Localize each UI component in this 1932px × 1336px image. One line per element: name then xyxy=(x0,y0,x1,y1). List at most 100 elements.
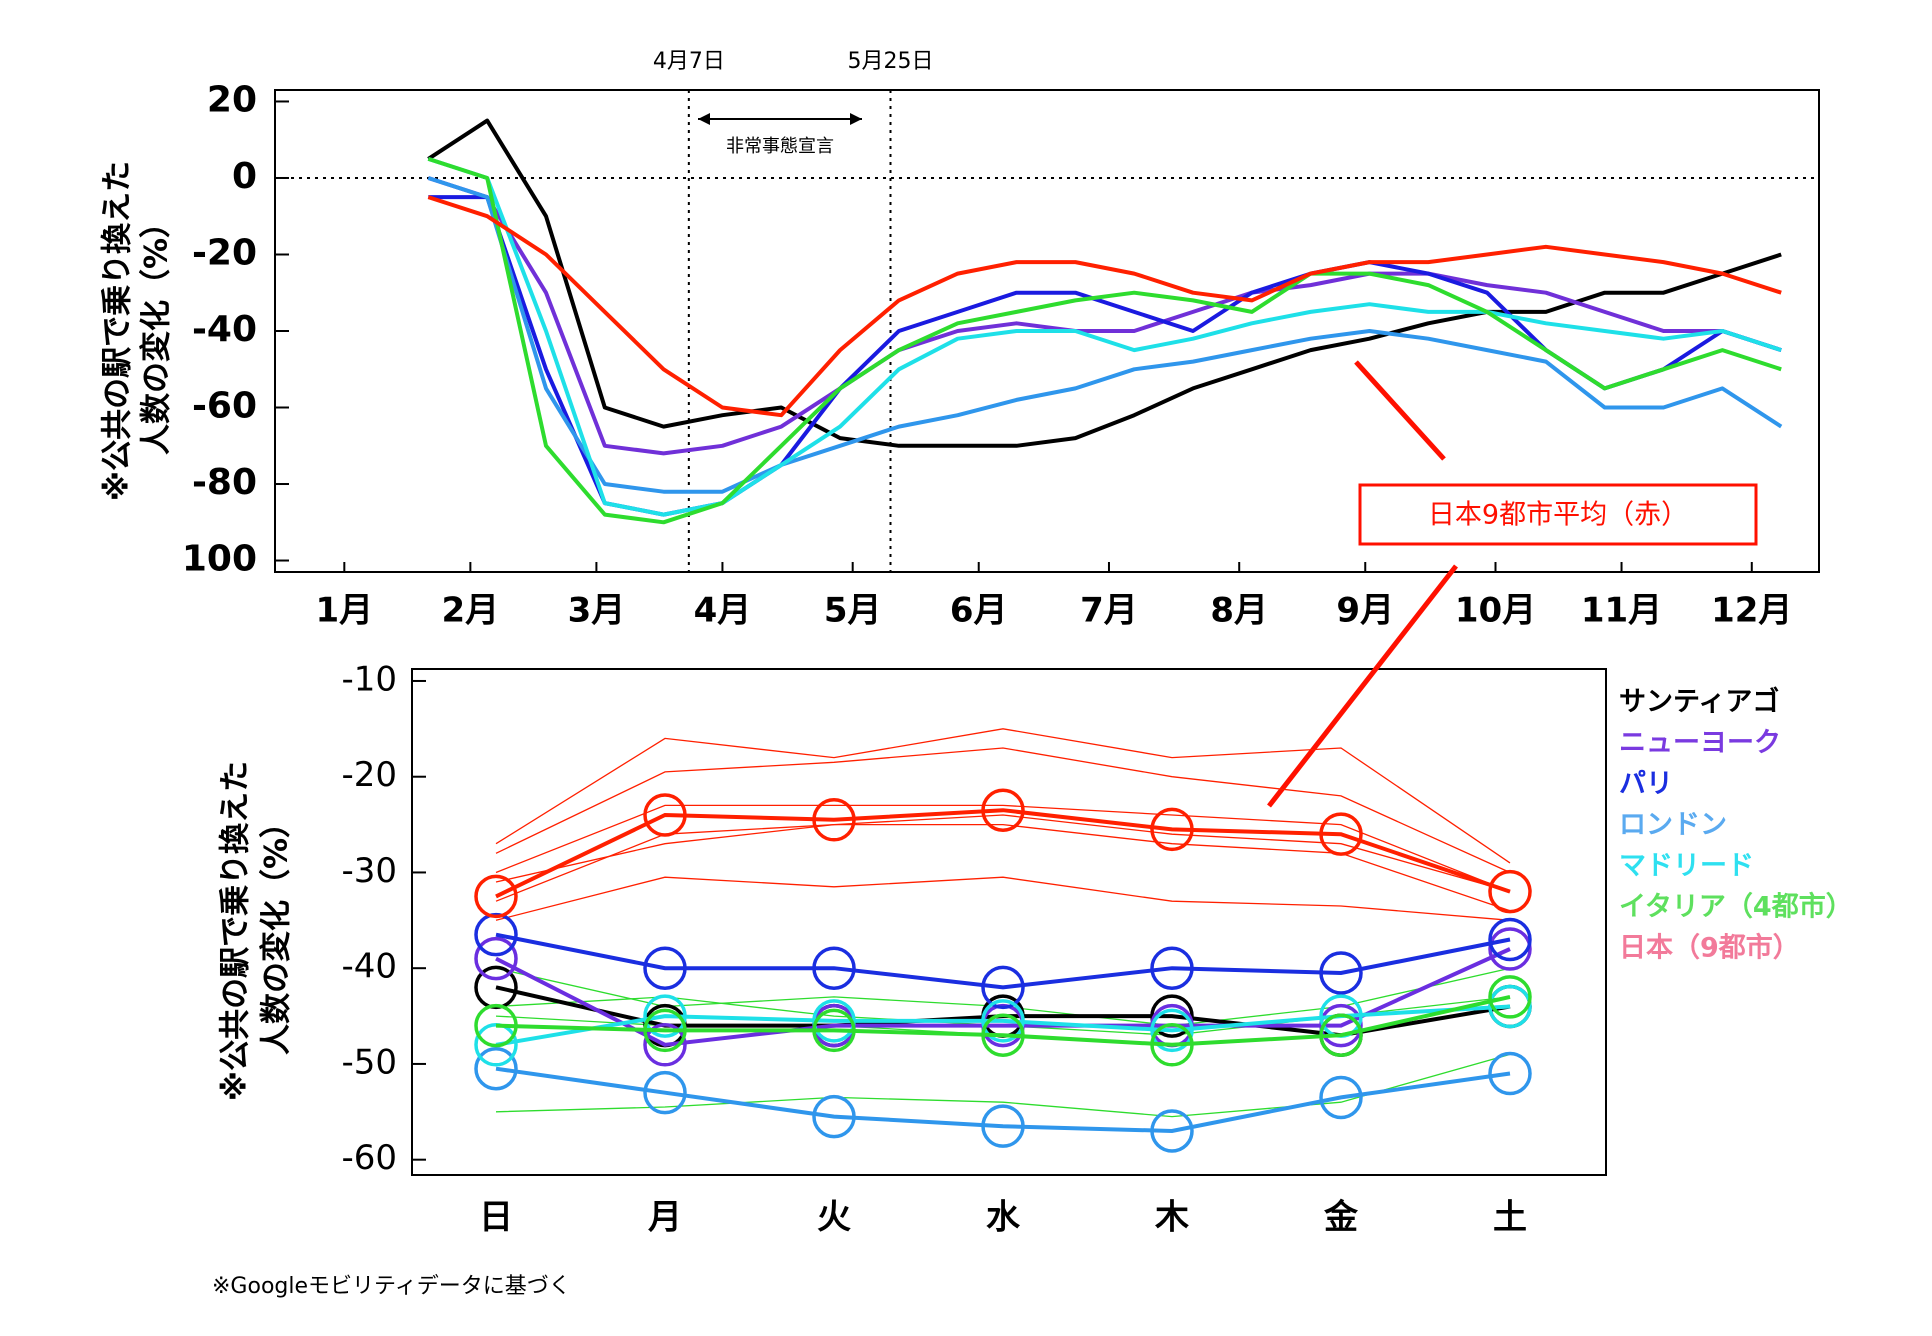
legend-entry: ロンドン xyxy=(1619,810,1727,841)
point-marker xyxy=(1319,1013,1363,1057)
event-label: 5月25日 xyxy=(847,49,933,74)
point-marker xyxy=(643,1070,687,1115)
x-tick-label: 9月 xyxy=(1336,591,1394,631)
point-marker xyxy=(1150,1008,1194,1053)
point-marker xyxy=(1150,1109,1194,1153)
x-tick-label: 月 xyxy=(648,1198,682,1238)
point-marker xyxy=(812,798,856,842)
span-label: 非常事態宣言 xyxy=(726,136,834,157)
point-marker xyxy=(1150,807,1194,852)
member-line xyxy=(495,804,1511,893)
series-line xyxy=(427,156,1782,517)
legend-entry: イタリア（4都市） xyxy=(1619,891,1853,923)
y-tick-label: 100 xyxy=(182,539,257,580)
point-marker xyxy=(1488,927,1532,971)
series-line xyxy=(495,947,1511,1047)
y-axis-label: ※公共の駅で乗り換えた xyxy=(218,761,254,1101)
legend-entry: サンティアゴ xyxy=(1619,686,1779,718)
y-axis-label: 人数の変化（%） xyxy=(259,807,295,1055)
x-tick-label: 金 xyxy=(1323,1198,1359,1238)
point-marker xyxy=(812,1008,856,1053)
legend-entry: パリ xyxy=(1619,769,1673,800)
series-line xyxy=(495,932,1511,990)
point-marker xyxy=(1319,1003,1363,1048)
x-tick-label: 8月 xyxy=(1210,591,1268,631)
point-marker xyxy=(1488,1051,1532,1096)
series-line xyxy=(427,118,1782,448)
point-marker xyxy=(474,874,518,919)
series-line xyxy=(428,195,1782,517)
point-marker xyxy=(981,1013,1025,1057)
series-line xyxy=(495,808,1511,899)
series-line xyxy=(427,156,1782,525)
y-tick-label: -50 xyxy=(341,1042,397,1082)
point-marker xyxy=(1150,1023,1194,1067)
x-tick-label: 10月 xyxy=(1455,591,1536,631)
x-tick-label: 日 xyxy=(479,1198,513,1238)
member-line xyxy=(495,1053,1511,1118)
x-tick-label: 7月 xyxy=(1080,591,1138,631)
x-tick-label: 11月 xyxy=(1581,591,1662,631)
x-tick-label: 2月 xyxy=(442,591,500,631)
point-marker xyxy=(474,936,518,981)
callout-box xyxy=(1358,483,1758,546)
point-marker xyxy=(474,912,518,957)
legend-entry: ニューヨーク xyxy=(1619,728,1781,759)
point-marker xyxy=(1150,994,1194,1038)
y-tick-label: -80 xyxy=(192,462,257,503)
y-tick-label: -10 xyxy=(341,659,397,699)
legend-entry: マドリード xyxy=(1619,851,1754,882)
point-marker xyxy=(474,1046,518,1091)
callout-pointer xyxy=(1267,564,1458,808)
x-tick-label: 火 xyxy=(817,1198,851,1238)
point-marker xyxy=(643,793,687,837)
point-marker xyxy=(643,1023,687,1067)
legend-entry: 日本（9都市） xyxy=(1619,932,1800,964)
y-axis-label: 人数の変化（%） xyxy=(139,207,175,455)
point-marker xyxy=(474,1003,518,1048)
series-line xyxy=(427,176,1783,494)
point-marker xyxy=(981,788,1025,832)
point-marker xyxy=(1319,1075,1363,1120)
point-marker xyxy=(643,946,687,990)
bottom-frame xyxy=(411,668,1607,1176)
x-tick-label: 4月 xyxy=(694,591,752,631)
point-marker xyxy=(1488,869,1532,914)
member-line xyxy=(495,823,1511,912)
series-line xyxy=(495,1066,1511,1134)
member-line xyxy=(495,876,1511,921)
point-marker xyxy=(1319,951,1363,995)
y-tick-label: -20 xyxy=(341,755,397,795)
y-tick-label: 20 xyxy=(207,79,257,120)
member-line xyxy=(495,747,1511,874)
y-tick-label: -40 xyxy=(192,309,257,350)
point-marker xyxy=(812,999,856,1043)
callout-text: 日本9都市平均（赤） xyxy=(1428,500,1688,531)
footnote: ※Googleモビリティデータに基づく xyxy=(212,1274,571,1299)
x-tick-label: 木 xyxy=(1154,1198,1189,1238)
y-tick-label: -40 xyxy=(341,947,397,987)
y-tick-label: -30 xyxy=(341,851,397,891)
x-tick-label: 水 xyxy=(986,1198,1021,1238)
point-marker xyxy=(1488,984,1532,1029)
point-marker xyxy=(812,1094,856,1139)
series-line xyxy=(495,994,1511,1047)
point-marker xyxy=(643,1008,687,1053)
point-marker xyxy=(981,999,1025,1043)
y-tick-label: -60 xyxy=(341,1138,397,1178)
x-tick-label: 3月 xyxy=(568,591,626,631)
y-tick-label: 0 xyxy=(232,156,257,197)
x-tick-label: 5月 xyxy=(824,591,882,631)
point-marker xyxy=(1150,946,1194,990)
x-tick-label: 6月 xyxy=(950,591,1008,631)
event-label: 4月7日 xyxy=(653,49,725,74)
y-tick-label: -20 xyxy=(192,232,257,273)
point-marker xyxy=(981,965,1025,1010)
callout-pointer xyxy=(1354,360,1446,461)
x-tick-label: 1月 xyxy=(315,591,373,631)
x-tick-label: 12月 xyxy=(1711,591,1792,631)
y-tick-label: -60 xyxy=(192,386,257,427)
series-line xyxy=(427,195,1782,418)
member-line xyxy=(495,728,1511,864)
